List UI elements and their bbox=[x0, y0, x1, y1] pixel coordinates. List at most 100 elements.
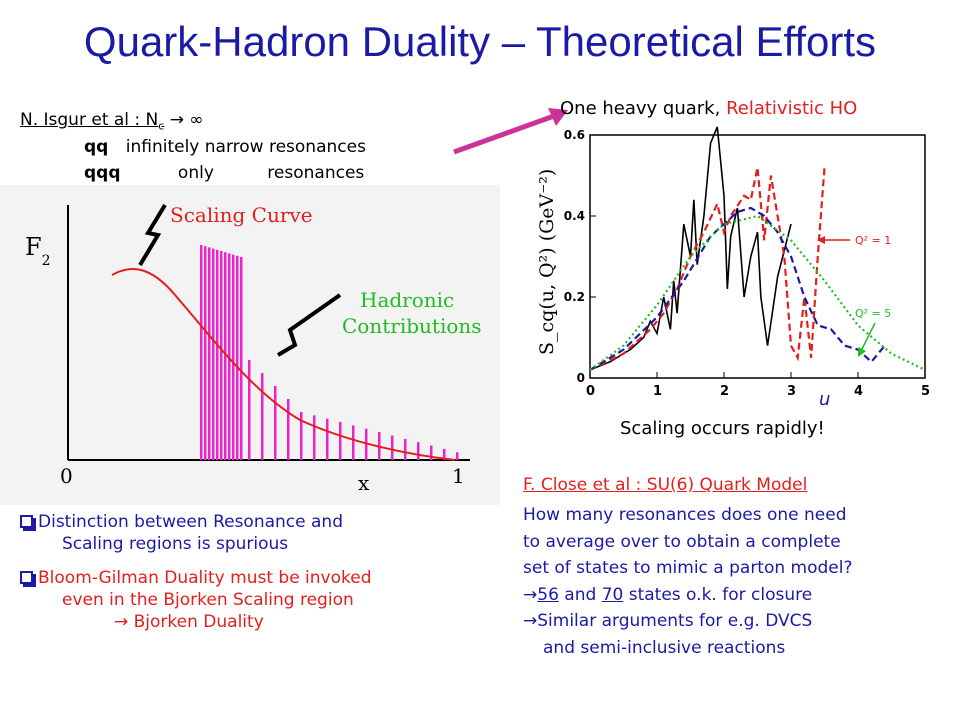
heavy-quark-label: One heavy quark, Relativistic HO bbox=[560, 98, 857, 119]
pointer-arrow-icon bbox=[453, 108, 568, 155]
close-70: 70 bbox=[601, 584, 624, 605]
close-body: How many resonances does one need to ave… bbox=[523, 502, 853, 661]
bullet-2-line-2: even in the Bjorken Scaling region bbox=[62, 590, 354, 610]
resonance-bar bbox=[224, 252, 227, 460]
annotation-q2-5-arrowhead-icon bbox=[858, 347, 866, 357]
plot-frame bbox=[589, 134, 926, 379]
bullet-2-line-3: → Bjorken Duality bbox=[114, 612, 264, 632]
isgur-heading-prefix: N. Isgur et al : N bbox=[20, 110, 159, 130]
resonance-bar bbox=[200, 245, 203, 460]
bullet-1: Distinction between Resonance and Scalin… bbox=[20, 512, 343, 554]
resonance-bar bbox=[404, 438, 407, 460]
series-line-1 bbox=[589, 167, 826, 371]
close-line-5-text: Similar arguments for e.g. DVCS bbox=[537, 611, 813, 631]
x-tick-label: 1 bbox=[653, 384, 662, 399]
f2-resonance-figure: F2 Scaling Curve Hadronic Contributions … bbox=[0, 185, 500, 505]
isgur-heading-suffix: → ∞ bbox=[169, 110, 204, 130]
resonance-bar bbox=[232, 254, 235, 460]
close-line-4-rest: states o.k. for closure bbox=[628, 584, 813, 605]
bullet-1-line-2: Scaling regions is spurious bbox=[62, 534, 289, 554]
heavy-quark-label-black: One heavy quark, bbox=[560, 98, 721, 119]
bullet-box-icon bbox=[20, 571, 33, 584]
x-axis-label: x bbox=[358, 471, 370, 495]
close-line-6: and semi-inclusive reactions bbox=[543, 637, 786, 658]
chart-series bbox=[589, 126, 926, 371]
resonance-bar bbox=[443, 448, 446, 460]
resonance-bar bbox=[339, 422, 342, 460]
bullet-2-line-1: Bloom-Gilman Duality must be invoked bbox=[38, 568, 372, 588]
chart-xlabel: u bbox=[819, 389, 830, 410]
resonance-bar bbox=[240, 257, 243, 460]
isgur-row2-mid: only bbox=[177, 163, 214, 183]
resonance-bar bbox=[212, 248, 215, 460]
scaling-function-chart: 0 1 2 3 4 5 0 0.2 0.4 0.6 S_cq(u, Q²) (GeV⁻²) u Q… bbox=[536, 126, 930, 410]
close-and: and bbox=[564, 584, 597, 605]
scaling-curve-label: Scaling Curve bbox=[170, 203, 313, 227]
slide-title: Quark-Hadron Duality – Theoretical Effor… bbox=[83, 18, 877, 65]
hadronic-label-1: Hadronic bbox=[360, 288, 454, 312]
resonance-bar bbox=[313, 415, 316, 460]
resonance-bar bbox=[391, 435, 394, 460]
isgur-row2-text: resonances bbox=[267, 163, 365, 183]
resonance-bar bbox=[326, 418, 329, 460]
resonance-bar bbox=[352, 425, 355, 460]
isgur-row-1: qq infinitely narrow resonances bbox=[84, 137, 366, 157]
x-tick-0: 0 bbox=[60, 464, 73, 488]
hadronic-pointer-icon bbox=[276, 293, 342, 357]
scaling-rapidly-label: Scaling occurs rapidly! bbox=[620, 418, 825, 439]
y-tick-label: 0 bbox=[577, 371, 585, 385]
resonance-bar bbox=[248, 360, 251, 460]
arrow-right-icon: → bbox=[523, 584, 538, 605]
chart-ylabel: S_cq(u, Q²) (GeV⁻²) bbox=[536, 169, 558, 355]
annotation-q2-1: Q² = 1 bbox=[855, 234, 891, 247]
annotation-q2-1-arrowhead-icon bbox=[817, 236, 825, 244]
x-tick-1: 1 bbox=[452, 464, 465, 488]
close-56: 56 bbox=[537, 584, 559, 605]
f2-label: F2 bbox=[25, 233, 51, 269]
x-tick-label: 2 bbox=[720, 384, 729, 399]
close-heading: F. Close et al : SU(6) Quark Model bbox=[523, 475, 808, 495]
resonance-bar bbox=[430, 445, 433, 460]
close-line-1: How many resonances does one need bbox=[523, 505, 847, 525]
x-tick-label: 3 bbox=[787, 384, 796, 399]
x-tick-label: 4 bbox=[854, 384, 863, 399]
resonance-bar bbox=[300, 412, 303, 460]
chart-ticks: 0 1 2 3 4 5 0 0.2 0.4 0.6 bbox=[564, 128, 930, 399]
isgur-row1-key: qq bbox=[84, 137, 109, 157]
series-line-2 bbox=[589, 206, 886, 371]
bullet-2: Bloom-Gilman Duality must be invoked eve… bbox=[20, 568, 372, 632]
scaling-curve bbox=[111, 268, 456, 461]
resonance-bar bbox=[261, 373, 264, 460]
y-tick-label: 0.2 bbox=[564, 290, 585, 304]
x-tick-label: 0 bbox=[586, 384, 595, 399]
y-tick-label: 0.4 bbox=[564, 209, 585, 223]
resonance-bar bbox=[236, 255, 239, 460]
resonance-bar bbox=[204, 246, 207, 460]
x-tick-label: 5 bbox=[921, 384, 930, 399]
close-line-2: to average over to obtain a complete bbox=[523, 531, 841, 552]
bullet-box-icon bbox=[20, 515, 33, 528]
resonance-bar bbox=[208, 247, 211, 460]
scaling-pointer-icon bbox=[138, 203, 167, 267]
resonance-bar bbox=[456, 452, 459, 460]
resonance-bar bbox=[220, 251, 223, 460]
close-line-5: →Similar arguments for e.g. DVCS bbox=[523, 608, 853, 635]
close-line-4: →56 and 70 states o.k. for closure bbox=[523, 582, 853, 609]
isgur-row2-key: qqq bbox=[84, 163, 121, 183]
isgur-row-2: qqq only resonances bbox=[84, 163, 364, 183]
resonance-bar bbox=[274, 386, 277, 460]
annotation-q2-5-arrow bbox=[859, 322, 876, 354]
bullet-1-line-1: Distinction between Resonance and bbox=[38, 512, 343, 532]
y-tick-label: 0.6 bbox=[564, 128, 585, 142]
resonance-bar bbox=[216, 249, 219, 460]
series-line-3 bbox=[589, 214, 926, 371]
hadronic-label-2: Contributions bbox=[342, 314, 482, 338]
resonance-bar bbox=[287, 399, 290, 460]
arrow-right-icon: → bbox=[523, 611, 538, 631]
resonance-bar bbox=[417, 442, 420, 460]
series-line-0 bbox=[589, 126, 792, 371]
heavy-quark-label-red: Relativistic HO bbox=[726, 98, 858, 119]
isgur-heading-sub: c bbox=[158, 119, 165, 133]
isgur-row1-text: infinitely narrow resonances bbox=[125, 137, 366, 157]
annotation-q2-5: Q² = 5 bbox=[855, 307, 891, 320]
